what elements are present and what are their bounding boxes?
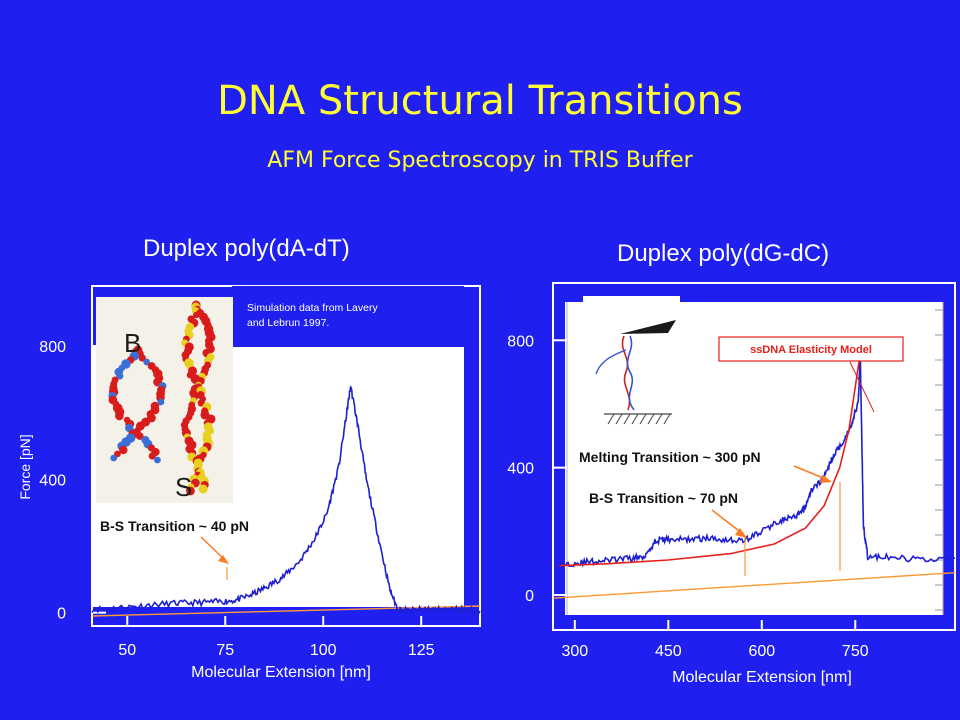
- melting-arrowhead: [820, 475, 832, 483]
- inset-label-s: S: [175, 472, 192, 502]
- right-chart-title: Duplex poly(dG-dC): [617, 240, 830, 267]
- left-x-tick-label: 125: [408, 642, 435, 659]
- right-bs-arrow: [711, 509, 744, 535]
- right-axis-ticks: 300 450 600 750 0 400 800: [507, 333, 868, 660]
- left-x-tick-label: 75: [216, 642, 234, 659]
- right-y-tick-label: 800: [507, 333, 534, 350]
- right-y-tick-label: 0: [525, 588, 534, 605]
- left-x-axis-label: Molecular Extension [nm]: [191, 664, 371, 681]
- bs-dna-inset-image: B S: [96, 297, 233, 503]
- left-x-tick-label: 50: [118, 642, 136, 659]
- right-plot-frame: [552, 282, 956, 631]
- afm-cantilever-schematic: [583, 296, 680, 432]
- slide-subtitle: AFM Force Spectroscopy in TRIS Buffer: [267, 148, 693, 173]
- right-force-trace: [558, 354, 956, 569]
- left-y-tick-label: 0: [57, 606, 66, 623]
- ssdna-model-curve: [559, 352, 862, 567]
- ssdna-legend-leader: [849, 361, 875, 413]
- melting-transition-label: Melting Transition ~ 300 pN: [579, 449, 761, 465]
- right-x-axis-label: Molecular Extension [nm]: [672, 669, 852, 686]
- left-note-backdrop: [232, 286, 464, 347]
- left-plot-content: [91, 385, 481, 617]
- right-x-tick-label: 450: [655, 643, 682, 660]
- ssdna-legend-text: ssDNA Elasticity Model: [750, 344, 872, 356]
- right-x-tick-label: 300: [561, 643, 588, 660]
- left-axis-ticks: 50 75 100 125 0 400 800: [39, 339, 434, 659]
- left-bs-arrowhead: [218, 555, 229, 564]
- left-chart-title: Duplex poly(dA-dT): [143, 235, 350, 262]
- left-baseline: [91, 605, 481, 617]
- right-bs-transition-label: B-S Transition ~ 70 pN: [589, 490, 738, 506]
- right-plot-content: [552, 352, 956, 599]
- left-chart: 50 75 100 125 0 400 800 B S Simulation data fr…: [17, 285, 481, 681]
- simulation-note-line2: and Lebrun 1997.: [247, 317, 329, 329]
- right-x-tick-label: 750: [842, 643, 869, 660]
- ssdna-legend-box: ssDNA Elasticity Model: [718, 336, 904, 362]
- right-bs-arrowhead: [735, 528, 747, 538]
- right-y-tick-label: 400: [507, 461, 534, 478]
- left-y-tick-label: 400: [39, 472, 66, 489]
- left-y-axis-label: Force [pN]: [17, 434, 33, 499]
- right-x-tick-label: 600: [748, 643, 775, 660]
- left-bs-transition-label: B-S Transition ~ 40 pN: [100, 518, 249, 534]
- left-x-tick-label: 100: [310, 642, 337, 659]
- left-y-tick-label: 800: [39, 339, 66, 356]
- inset-label-b: B: [124, 328, 141, 358]
- slide-title: DNA Structural Transitions: [217, 78, 743, 124]
- simulation-note-line1: Simulation data from Lavery: [247, 302, 378, 314]
- right-chart: 300 450 600 750 0 400 800 ssDNA Elasticity Mod…: [507, 282, 956, 686]
- left-force-trace: [91, 385, 481, 616]
- right-baseline: [552, 571, 956, 599]
